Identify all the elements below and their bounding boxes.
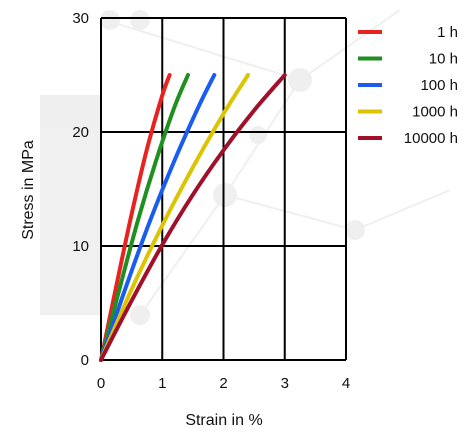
y-tick-label: 10: [72, 238, 89, 255]
tick-labels: 0 1 2 3 4 0 10 20 30: [72, 10, 350, 392]
y-tick-label: 20: [72, 124, 89, 141]
x-tick-label: 0: [97, 375, 105, 392]
x-tick-label: 2: [219, 375, 227, 392]
series-line-10-h: [99, 73, 190, 362]
x-tick-label: 1: [158, 375, 166, 392]
series-line-10000-h: [99, 73, 287, 362]
legend-label: 10000 h: [404, 130, 458, 147]
x-tick-label: 3: [281, 375, 289, 392]
y-tick-label: 30: [72, 10, 89, 27]
series-line-100-h: [99, 73, 217, 362]
series-line-1000-h: [99, 73, 250, 362]
y-tick-label: 0: [81, 352, 89, 369]
legend-label: 1 h: [437, 24, 458, 41]
legend-label: 100 h: [420, 77, 458, 94]
background-decoration: [40, 9, 451, 325]
legend-label: 1000 h: [412, 104, 458, 121]
series-line-1-h: [99, 73, 172, 362]
legend-label: 10 h: [429, 51, 458, 68]
y-axis-label: Stress in MPa: [20, 140, 37, 240]
legend: 1 h 10 h 100 h 1000 h 10000 h: [358, 24, 458, 147]
grid: [100, 17, 347, 361]
x-axis-label: Strain in %: [185, 412, 262, 429]
series-layer: [99, 73, 287, 362]
x-tick-label: 4: [342, 375, 350, 392]
